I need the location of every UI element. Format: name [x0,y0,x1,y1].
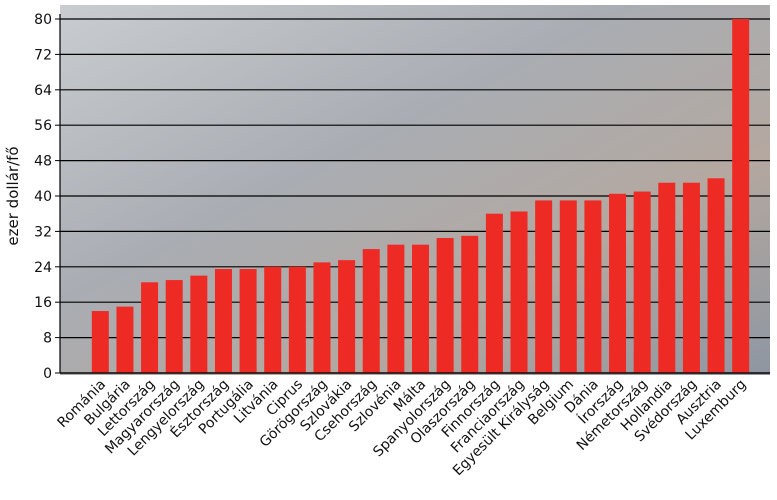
bar [559,200,577,373]
y-tick-label: 64 [34,83,52,99]
bar [658,182,676,373]
y-tick-label: 72 [34,47,52,63]
y-tick-label: 48 [34,154,52,170]
bar [387,244,405,373]
bar [609,193,627,373]
bar [91,311,109,373]
bar [190,275,208,373]
y-tick-label: 32 [34,224,52,240]
y-tick-label: 8 [43,331,52,347]
bar [362,249,380,373]
y-tick-label: 56 [34,118,52,134]
y-tick-label: 24 [34,260,52,276]
bar [732,19,750,373]
bar [633,191,651,373]
y-tick-label: 40 [34,189,52,205]
y-tick-label: 16 [34,295,52,311]
y-tick-label: 0 [43,366,52,382]
bar [682,182,700,373]
bar [141,282,159,373]
bar [288,266,306,373]
bar [412,244,429,373]
bar [485,213,503,373]
bar [338,260,356,373]
bar [535,200,553,373]
y-tick-label: 80 [34,12,52,28]
bar [264,266,282,373]
bar [116,306,134,373]
bar [436,238,454,373]
bar [510,211,528,373]
bar [214,269,232,373]
bar [707,178,725,373]
bar [584,200,602,373]
bars [91,19,750,373]
y-axis-label: ezer dollár/fő [4,146,22,245]
bar [313,262,331,373]
bar [239,269,257,373]
bar [165,280,183,373]
bar [461,235,479,373]
